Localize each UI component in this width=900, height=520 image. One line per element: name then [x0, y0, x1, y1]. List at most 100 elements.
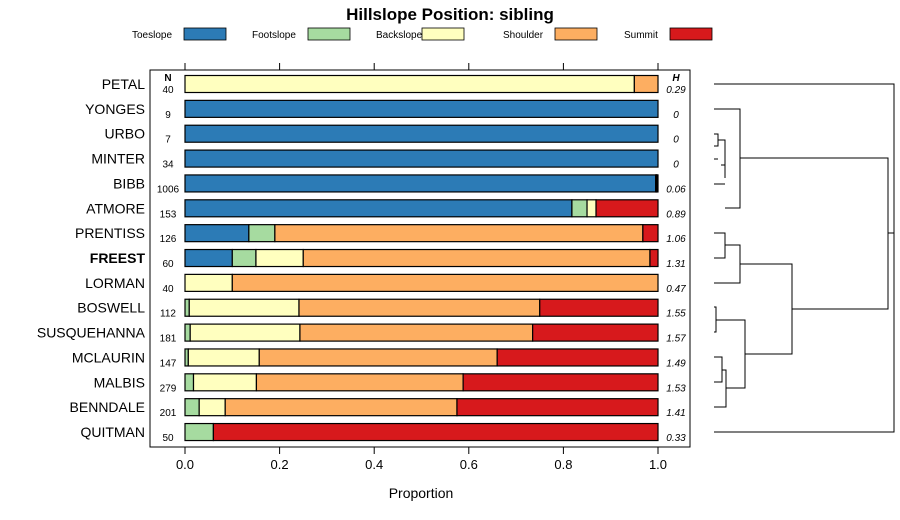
h-value: 1.49 — [666, 358, 686, 369]
bar-segment — [184, 124, 659, 143]
row-minter: MINTER 34 0 — [91, 149, 679, 171]
bar-segment — [656, 174, 659, 193]
bar-segment — [532, 323, 659, 342]
n-value: 153 — [160, 209, 177, 220]
n-value: 7 — [165, 135, 171, 146]
n-value: 181 — [160, 334, 177, 345]
soil-name: URBO — [105, 126, 146, 142]
bar-segment — [184, 373, 195, 392]
bar-segment — [198, 398, 226, 417]
legend: Toeslope Footslope Backslope Shoulder Summit — [132, 27, 713, 41]
bar-segment — [539, 298, 659, 317]
bar-segment — [184, 273, 233, 292]
soil-name: FREEST — [90, 250, 146, 266]
row-urbo: URBO 7 0 — [105, 124, 679, 146]
bar-segment — [184, 323, 191, 342]
bar-segment — [224, 398, 458, 417]
h-value: 1.55 — [666, 309, 686, 320]
row-freest: FREEST 60 1.31 — [90, 248, 686, 270]
bar-segment — [496, 348, 659, 367]
soil-name: PRENTISS — [75, 225, 145, 241]
h-value: 1.41 — [666, 408, 685, 419]
bar-segment — [633, 74, 659, 94]
soil-name: BIBB — [113, 175, 145, 191]
legend-label: Backslope — [376, 30, 423, 41]
soil-name: BOSWELL — [77, 300, 145, 316]
bar-segment — [462, 373, 659, 392]
bar-segment — [642, 224, 659, 243]
n-value: 40 — [162, 85, 174, 96]
row-benndale: BENNDALE 201 1.41 — [70, 398, 686, 419]
row-mclaurin: MCLAURIN 147 1.49 — [72, 348, 686, 369]
bar-segment — [302, 248, 651, 268]
soil-name: MALBIS — [94, 374, 145, 390]
dendrogram-branch — [714, 232, 726, 259]
bar-segment — [184, 199, 573, 218]
soil-name: YONGES — [85, 101, 145, 117]
dendrogram-branch — [714, 244, 741, 284]
h-header: H — [672, 73, 680, 84]
bar-segment — [184, 398, 200, 417]
bar-segment — [184, 422, 214, 442]
bar-segment — [255, 248, 304, 268]
x-tick-label: 0.0 — [176, 457, 194, 472]
row-boswell: BOSWELL 112 1.55 — [77, 298, 686, 320]
h-value: 0.33 — [666, 433, 686, 444]
bar-segment — [248, 224, 276, 243]
legend-label: Shoulder — [503, 30, 544, 41]
bar-segment — [184, 224, 250, 243]
row-atmore: ATMORE 153 0.89 — [86, 199, 686, 220]
bar-segment — [456, 398, 659, 417]
n-value: 40 — [162, 284, 174, 295]
x-tick-label: 0.6 — [460, 457, 478, 472]
legend-swatch — [554, 27, 598, 41]
row-prentiss: PRENTISS 126 1.06 — [75, 224, 686, 245]
legend-swatch — [307, 27, 351, 41]
dendrogram-branch — [714, 306, 717, 333]
row-susquehanna: SUSQUEHANNA 181 1.57 — [37, 323, 686, 345]
row-yonges: YONGES 9 0 — [85, 99, 679, 121]
bar-segment — [595, 199, 659, 218]
dendrogram-branch — [721, 139, 726, 166]
x-tick-label: 0.2 — [271, 457, 289, 472]
h-value: 0.47 — [666, 284, 686, 295]
n-value: 112 — [160, 309, 176, 320]
soil-name: BENNDALE — [70, 399, 145, 415]
bar-segment — [274, 224, 644, 243]
n-value: 279 — [160, 383, 177, 394]
row-lorman: LORMAN 40 0.47 — [85, 273, 686, 295]
legend-label: Footslope — [252, 30, 296, 41]
bar-segment — [192, 373, 258, 392]
soil-name: ATMORE — [86, 200, 145, 216]
bar-segment — [255, 373, 464, 392]
legend-label: Summit — [624, 30, 658, 41]
h-value: 0.89 — [666, 209, 686, 220]
x-tick-label: 1.0 — [649, 457, 667, 472]
bar-segment — [184, 149, 659, 168]
soil-name: MCLAURIN — [72, 349, 145, 365]
bar-segment — [188, 298, 300, 317]
bar-segment — [184, 248, 233, 268]
n-value: 34 — [162, 160, 174, 171]
legend-swatch — [183, 27, 227, 41]
dendrogram-branch — [716, 319, 746, 389]
dendrogram-branch — [714, 83, 895, 433]
bar-segment — [231, 248, 257, 268]
h-value: 0 — [673, 160, 679, 171]
n-value: 201 — [160, 408, 177, 419]
x-tick-label: 0.8 — [554, 457, 572, 472]
x-axis-label: Proportion — [389, 485, 454, 501]
n-value: 1006 — [157, 184, 180, 195]
row-malbis: MALBIS 279 1.53 — [94, 373, 686, 394]
soil-name: QUITMAN — [80, 424, 145, 440]
legend-label: Toeslope — [132, 30, 172, 41]
soil-name: PETAL — [102, 76, 146, 92]
dendrogram-branch — [714, 369, 727, 408]
n-value: 60 — [162, 259, 174, 270]
legend-swatch — [669, 27, 713, 41]
h-value: 0 — [673, 110, 679, 121]
n-value: 147 — [160, 358, 177, 369]
chart-title: Hillslope Position: sibling — [346, 5, 554, 24]
bar-segment — [184, 298, 190, 317]
row-petal: PETAL 40 0.29 — [102, 74, 686, 96]
